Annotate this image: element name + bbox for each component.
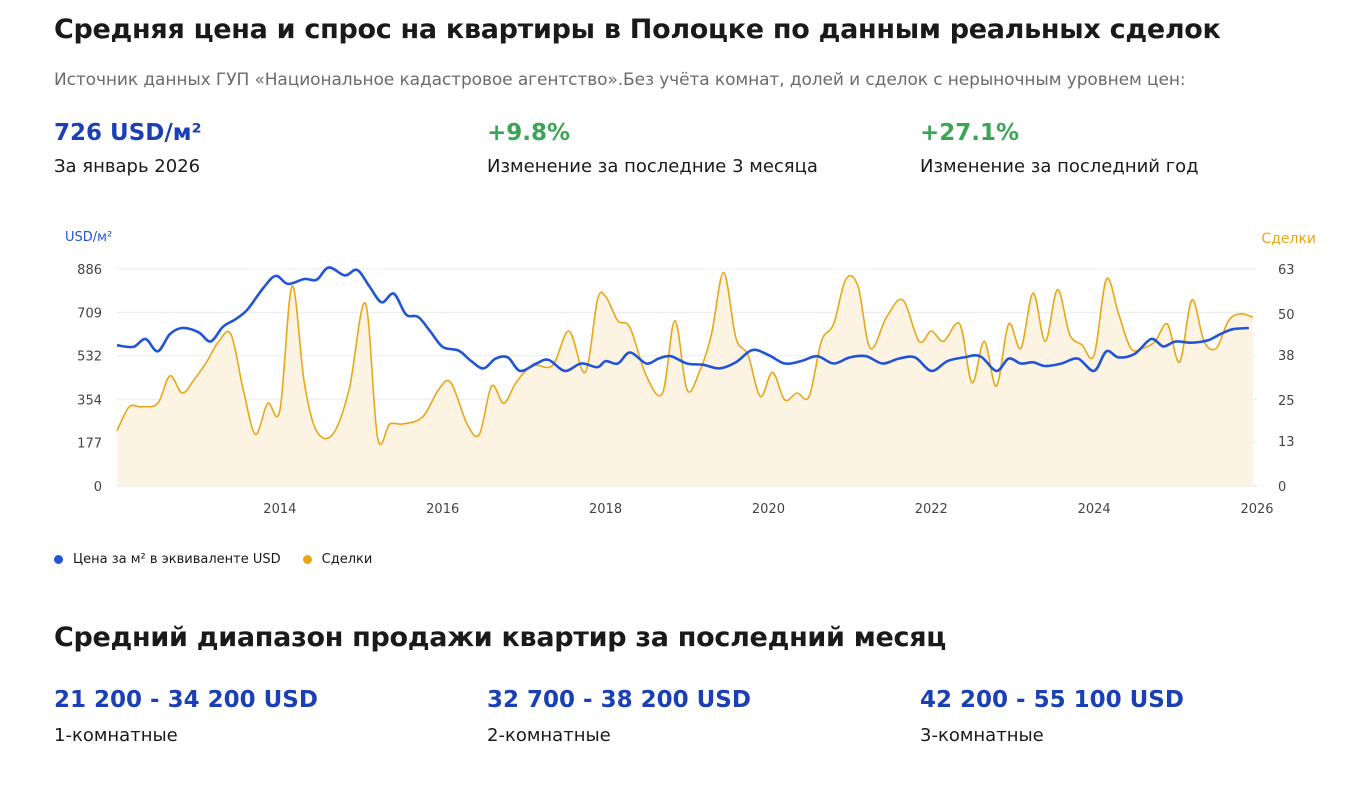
y-left-tick-label: 0 — [94, 480, 102, 495]
range-value: 32 700 - 38 200 USD — [487, 687, 751, 713]
y-right-tick-label: 25 — [1278, 394, 1295, 409]
x-tick-label: 2026 — [1240, 502, 1273, 517]
x-tick-label: 2018 — [589, 502, 622, 517]
range-value: 42 200 - 55 100 USD — [920, 687, 1184, 713]
legend-dot-price — [54, 555, 63, 564]
page-title: Средняя цена и спрос на квартиры в Полоц… — [54, 14, 1221, 45]
legend-label-deals: Сделки — [321, 552, 373, 567]
x-tick-label: 2020 — [752, 502, 785, 517]
deals-area — [117, 272, 1253, 486]
y-right-tick-label: 0 — [1278, 480, 1286, 495]
range-label: 1-комнатные — [54, 725, 178, 746]
y-left-tick-label: 709 — [77, 306, 102, 321]
y-right-tick-label: 38 — [1278, 349, 1295, 364]
stat-current-price: 726 USD/м² За январь 2026 — [54, 120, 202, 177]
legend-dot-deals — [302, 555, 312, 564]
legend-label-price: Цена за м² в эквиваленте USD — [73, 552, 281, 567]
x-tick-label: 2016 — [426, 502, 459, 517]
legend-item-deals[interactable]: Сделки — [302, 552, 373, 567]
stat-value: +27.1% — [920, 120, 1020, 146]
range-value: 21 200 - 34 200 USD — [54, 687, 318, 713]
y-left-tick-label: 354 — [77, 393, 102, 408]
y-right-tick-label: 13 — [1278, 435, 1295, 450]
right-axis-title: Сделки — [1261, 231, 1316, 247]
range-section-title: Средний диапазон продажи квартир за посл… — [54, 622, 946, 653]
x-tick-label: 2024 — [1078, 502, 1111, 517]
left-axis-title: USD/м² — [65, 230, 112, 245]
stat-value: 726 USD/м² — [54, 120, 202, 146]
range-3-room: 42 200 - 55 100 USD 3-комнатные — [920, 687, 1184, 746]
legend-item-price[interactable]: Цена за м² в эквиваленте USD — [54, 552, 281, 567]
range-label: 3-комнатные — [920, 725, 1044, 746]
y-left-tick-label: 532 — [77, 350, 102, 365]
stat-label: За январь 2026 — [54, 156, 201, 177]
price-deals-chart[interactable]: USD/м² Сделки 0 177 354 532 709 886 0 13 25 38 50 63 2… — [0, 215, 1357, 525]
range-label: 2-комнатные — [487, 725, 611, 746]
stat-label: Изменение за последний год — [920, 156, 1199, 177]
stat-change-3-months: +9.8% Изменение за последние 3 месяца — [487, 120, 818, 177]
x-tick-label: 2014 — [263, 502, 296, 517]
range-1-room: 21 200 - 34 200 USD 1-комнатные — [54, 687, 318, 746]
stat-value: +9.8% — [487, 120, 571, 146]
stat-label: Изменение за последние 3 месяца — [487, 156, 818, 177]
x-tick-label: 2022 — [915, 502, 948, 517]
chart-legend: Цена за м² в эквиваленте USD Сделки — [54, 552, 394, 567]
price-line — [116, 266, 1249, 373]
data-source-note: Источник данных ГУП «Национальное кадаст… — [54, 70, 1186, 90]
y-left-tick-label: 886 — [77, 263, 102, 278]
y-right-tick-label: 63 — [1278, 263, 1295, 278]
y-left-tick-label: 177 — [77, 437, 102, 452]
deals-line — [116, 271, 1254, 446]
stat-change-year: +27.1% Изменение за последний год — [920, 120, 1199, 177]
y-right-tick-label: 50 — [1278, 308, 1295, 323]
range-2-room: 32 700 - 38 200 USD 2-комнатные — [487, 687, 751, 746]
